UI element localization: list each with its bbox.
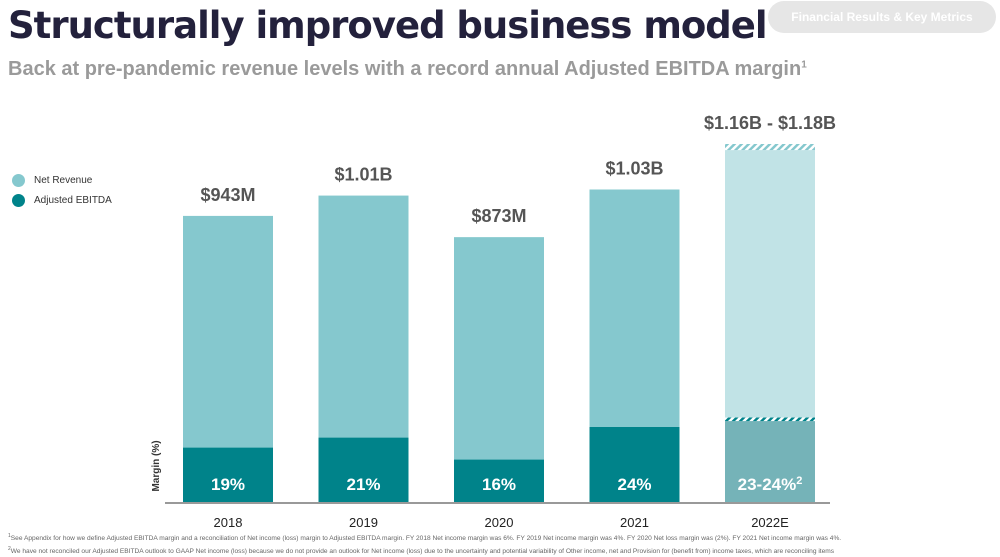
page-title: Structurally improved business model xyxy=(8,4,768,47)
bar-net-revenue-2020 xyxy=(454,237,544,502)
footnote-2-text: We have not reconciled our Adjusted EBIT… xyxy=(10,548,835,556)
revenue-ebitda-chart: $943M 19% 2018 $1.01B 21% 2019 $873M 16% 2020 $1.… xyxy=(151,113,836,530)
bar-adjusted-ebitda-2022E xyxy=(725,421,815,502)
legend-label-net-revenue: Net Revenue xyxy=(34,174,93,186)
bar-adjusted-ebitda-2020 xyxy=(454,459,544,502)
data-label-margin-footnote-2022E: 2 xyxy=(796,475,802,487)
x-tick-label-2018: 2018 xyxy=(214,515,243,530)
section-tab-financial-results[interactable]: Financial Results & Key Metrics xyxy=(768,1,996,33)
footnote-1-text: See Appendix for how we define Adjusted … xyxy=(10,535,842,543)
footnote-1: 1See Appendix for how we define Adjusted… xyxy=(8,531,998,544)
footnote-2: 2We have not reconciled our Adjusted EBI… xyxy=(8,544,998,557)
data-label-margin-2021: 24% xyxy=(617,475,651,494)
legend-item-net-revenue: Net Revenue xyxy=(12,170,112,190)
x-tick-label-2019: 2019 xyxy=(349,515,378,530)
x-tick-label-2021: 2021 xyxy=(620,515,649,530)
bar-adjusted-ebitda-2021 xyxy=(589,427,680,502)
data-label-net-revenue-2018: $943M xyxy=(200,185,255,205)
subtitle-footnote-marker: 1 xyxy=(801,59,807,71)
data-label-margin-2022E: 23-24%2 xyxy=(738,475,803,494)
subtitle-text: Back at pre-pandemic revenue levels with… xyxy=(8,58,802,80)
data-label-margin-2019: 21% xyxy=(346,475,380,494)
data-label-net-revenue-2022E: $1.16B - $1.18B xyxy=(704,113,836,133)
legend-label-adjusted-ebitda: Adjusted EBITDA xyxy=(34,194,112,206)
data-label-net-revenue-2021: $1.03B xyxy=(605,159,663,179)
data-label-margin-2018: 19% xyxy=(211,475,245,494)
data-label-net-revenue-2019: $1.01B xyxy=(334,165,392,185)
legend-swatch-adjusted-ebitda xyxy=(12,193,25,207)
footnote-1-marker: 1 xyxy=(8,533,11,539)
chart-legend: Net Revenue Adjusted EBITDA xyxy=(12,170,112,210)
legend-swatch-net-revenue xyxy=(12,173,25,187)
page-subtitle: Back at pre-pandemic revenue levels with… xyxy=(8,58,807,81)
data-label-margin-2020: 16% xyxy=(482,475,516,494)
bar-net-revenue-range-2022E xyxy=(725,144,815,151)
y-axis-label: Margin (%) xyxy=(151,440,162,491)
footnote-2-marker: 2 xyxy=(8,546,11,553)
legend-item-adjusted-ebitda: Adjusted EBITDA xyxy=(12,190,112,210)
bar-adjusted-ebitda-range-2022E xyxy=(725,417,815,422)
bar-adjusted-ebitda-2018 xyxy=(183,447,273,502)
data-label-net-revenue-2020: $873M xyxy=(471,206,526,226)
bar-adjusted-ebitda-2019 xyxy=(318,437,409,502)
footnotes: 1See Appendix for how we define Adjusted… xyxy=(8,531,998,557)
x-tick-label-2020: 2020 xyxy=(485,515,514,530)
x-tick-label-2022E: 2022E xyxy=(751,515,789,530)
